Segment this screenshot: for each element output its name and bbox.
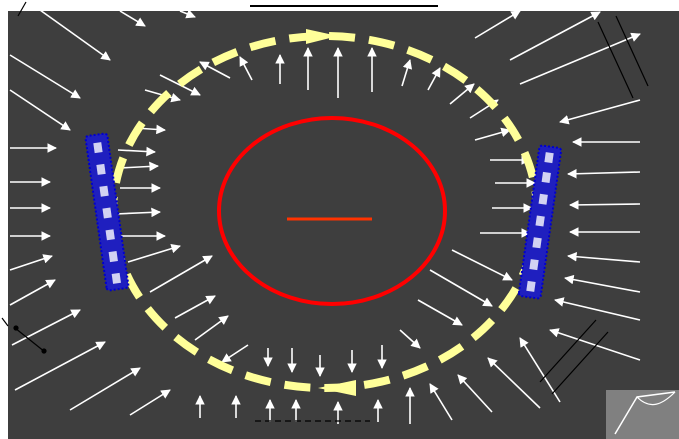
flow-arrow	[129, 389, 171, 416]
flow-arrow	[399, 329, 421, 349]
flow-arrow	[127, 243, 181, 263]
flow-arrow	[179, 9, 196, 19]
flow-arrow	[119, 161, 159, 172]
flow-arrow	[509, 11, 601, 61]
blue-strip-left	[84, 132, 130, 292]
hatch-lines-top-right	[597, 15, 649, 99]
flow-arrow	[427, 67, 441, 91]
flow-arrow	[199, 61, 231, 79]
left-edge-mark	[1, 317, 47, 354]
top-left-stroke	[17, 1, 27, 17]
flow-arrow	[69, 367, 141, 411]
flow-arrow	[221, 344, 249, 363]
ring-arrow-top	[306, 29, 338, 44]
flow-arrow	[401, 59, 413, 87]
flow-arrow	[117, 146, 156, 157]
flow-arrow	[14, 341, 106, 391]
flow-arrow	[559, 99, 641, 125]
flow-arrow	[519, 337, 561, 403]
flow-arrow	[194, 315, 229, 341]
flow-arrow	[9, 279, 56, 306]
flow-arrow	[239, 56, 253, 81]
flow-arrow	[429, 269, 493, 307]
flow-arrow	[567, 251, 641, 263]
hatch-lines-bottom-right	[539, 319, 609, 395]
flow-arrow	[9, 89, 71, 131]
page-curl-icon	[606, 390, 679, 439]
flow-arrow	[429, 383, 453, 421]
flow-arrow	[554, 297, 641, 321]
flow-arrow	[549, 328, 641, 361]
flow-arrow	[11, 309, 81, 346]
flow-arrow	[569, 200, 641, 210]
central-circle	[217, 116, 447, 306]
flow-arrow	[174, 295, 216, 319]
ring-arrow-bottom	[318, 380, 356, 396]
flow-arrow	[487, 357, 541, 409]
flow-arrows	[9, 9, 641, 424]
flow-arrow	[39, 9, 111, 61]
flow-arrow	[567, 168, 641, 179]
flow-arrow	[519, 32, 641, 85]
flow-arrow	[417, 299, 463, 326]
flow-arrow	[564, 274, 641, 293]
flow-arrow	[159, 74, 201, 96]
flow-arrow	[449, 83, 475, 105]
flow-arrow	[9, 54, 81, 99]
flow-arrow	[451, 249, 513, 281]
flow-arrow	[457, 374, 493, 413]
blue-strip-right	[517, 144, 563, 300]
flow-arrow	[114, 207, 161, 218]
flow-arrow	[474, 127, 511, 141]
flow-arrow	[9, 254, 53, 271]
flow-arrow	[149, 255, 213, 293]
flow-arrow	[474, 10, 521, 39]
flow-arrow	[119, 10, 146, 27]
